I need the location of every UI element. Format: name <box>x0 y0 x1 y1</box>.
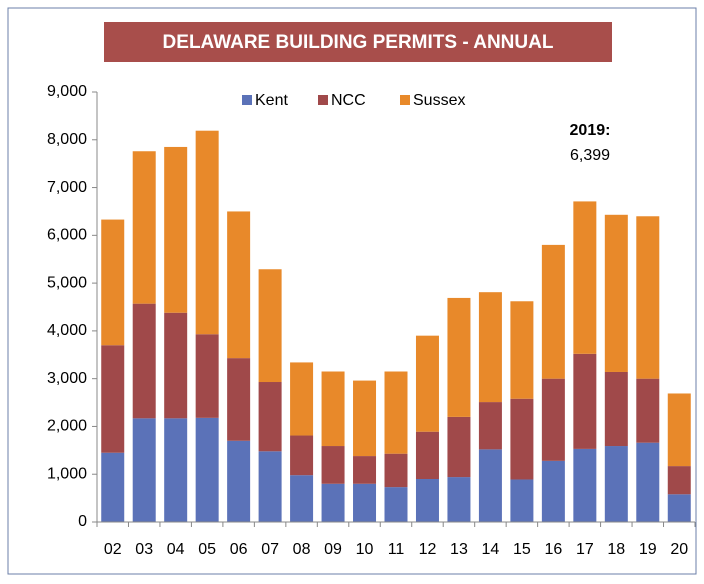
bar-segment <box>573 201 597 354</box>
legend-swatch <box>242 95 252 105</box>
bar-segment <box>384 487 408 522</box>
x-tick-label: 07 <box>261 541 279 558</box>
x-tick-label: 18 <box>607 541 625 558</box>
y-tick-label: 6,000 <box>47 227 87 244</box>
bar-segment <box>101 345 125 453</box>
y-tick-label: 2,000 <box>47 418 87 435</box>
y-tick-label: 5,000 <box>47 274 87 291</box>
bar-segment <box>384 371 408 454</box>
annotation-label: 2019: <box>570 122 611 139</box>
bar-segment <box>604 371 628 447</box>
bar-segment <box>258 382 282 452</box>
bar-segment <box>353 456 377 484</box>
x-tick-label: 08 <box>293 541 311 558</box>
bar-segment <box>447 297 471 417</box>
x-tick-label: 02 <box>104 541 122 558</box>
x-tick-label: 19 <box>639 541 657 558</box>
annotation-value: 6,399 <box>570 147 610 164</box>
bar-segment <box>132 418 156 522</box>
bar-segment <box>132 303 156 419</box>
bar-segment <box>164 146 188 313</box>
bar-segment <box>510 479 534 522</box>
bar-segment <box>510 301 534 399</box>
bar-segment <box>101 452 125 522</box>
bar-segment <box>290 475 314 522</box>
bar-segment <box>101 219 125 346</box>
bar-segment <box>667 494 691 522</box>
bar-segment <box>227 358 251 441</box>
bar-segment <box>258 451 282 522</box>
bar-segment <box>541 460 565 522</box>
bar-segment <box>415 431 439 479</box>
bar-segment <box>604 214 628 372</box>
legend-label: Kent <box>255 92 288 109</box>
x-tick-label: 12 <box>419 541 437 558</box>
bar-segment <box>604 446 628 522</box>
bar-segment <box>541 244 565 379</box>
bar-segment <box>636 216 660 379</box>
bar-segment <box>353 483 377 522</box>
y-tick-label: 1,000 <box>47 465 87 482</box>
bar-segment <box>478 292 502 403</box>
y-tick-label: 9,000 <box>47 83 87 100</box>
chart-border <box>7 7 697 575</box>
x-tick-label: 06 <box>230 541 248 558</box>
bar-segment <box>321 446 345 484</box>
bar-segment <box>415 479 439 522</box>
bar-segment <box>195 417 219 522</box>
x-tick-label: 04 <box>167 541 185 558</box>
bar-segment <box>667 393 691 467</box>
bar-segment <box>447 477 471 522</box>
bar-segment <box>573 353 597 449</box>
bar-segment <box>195 130 219 335</box>
title-banner <box>104 22 612 62</box>
legend-swatch <box>318 95 328 105</box>
bar-segment <box>290 435 314 476</box>
x-tick-label: 05 <box>198 541 216 558</box>
x-tick-label: 15 <box>513 541 531 558</box>
bar-segment <box>164 312 188 419</box>
bar-segment <box>290 362 314 436</box>
x-tick-label: 13 <box>450 541 468 558</box>
bar-segment <box>227 211 251 359</box>
x-tick-label: 16 <box>544 541 562 558</box>
bar-segment <box>636 442 660 522</box>
bar-segment <box>573 448 597 522</box>
x-tick-label: 20 <box>670 541 688 558</box>
bar-segment <box>384 453 408 488</box>
bar-segment <box>636 378 660 443</box>
bar-segment <box>667 466 691 495</box>
y-tick-label: 8,000 <box>47 131 87 148</box>
x-tick-label: 03 <box>135 541 153 558</box>
bar-segment <box>353 380 377 457</box>
bar-segment <box>227 440 251 522</box>
bar-segment <box>258 269 282 383</box>
y-tick-label: 0 <box>78 513 87 530</box>
x-tick-label: 14 <box>482 541 500 558</box>
x-tick-label: 17 <box>576 541 594 558</box>
y-tick-label: 3,000 <box>47 370 87 387</box>
legend-swatch <box>400 95 410 105</box>
chart-title: DELAWARE BUILDING PERMITS - ANNUAL <box>163 32 554 53</box>
x-tick-label: 11 <box>388 541 405 558</box>
bar-segment <box>415 335 439 432</box>
bar-segment <box>321 371 345 447</box>
bar-segment <box>195 334 219 418</box>
bar-segment <box>478 402 502 450</box>
bar-segment <box>541 378 565 461</box>
bar-segment <box>478 449 502 522</box>
bar-segment <box>321 483 345 522</box>
bar-segment <box>132 151 156 304</box>
x-tick-label: 10 <box>356 541 374 558</box>
legend-label: Sussex <box>413 92 465 109</box>
y-tick-label: 4,000 <box>47 322 87 339</box>
bar-segment <box>164 418 188 522</box>
bar-segment <box>447 416 471 478</box>
x-tick-label: 09 <box>324 541 342 558</box>
legend-label: NCC <box>331 92 366 109</box>
bar-segment <box>510 398 534 480</box>
y-tick-label: 7,000 <box>47 179 87 196</box>
